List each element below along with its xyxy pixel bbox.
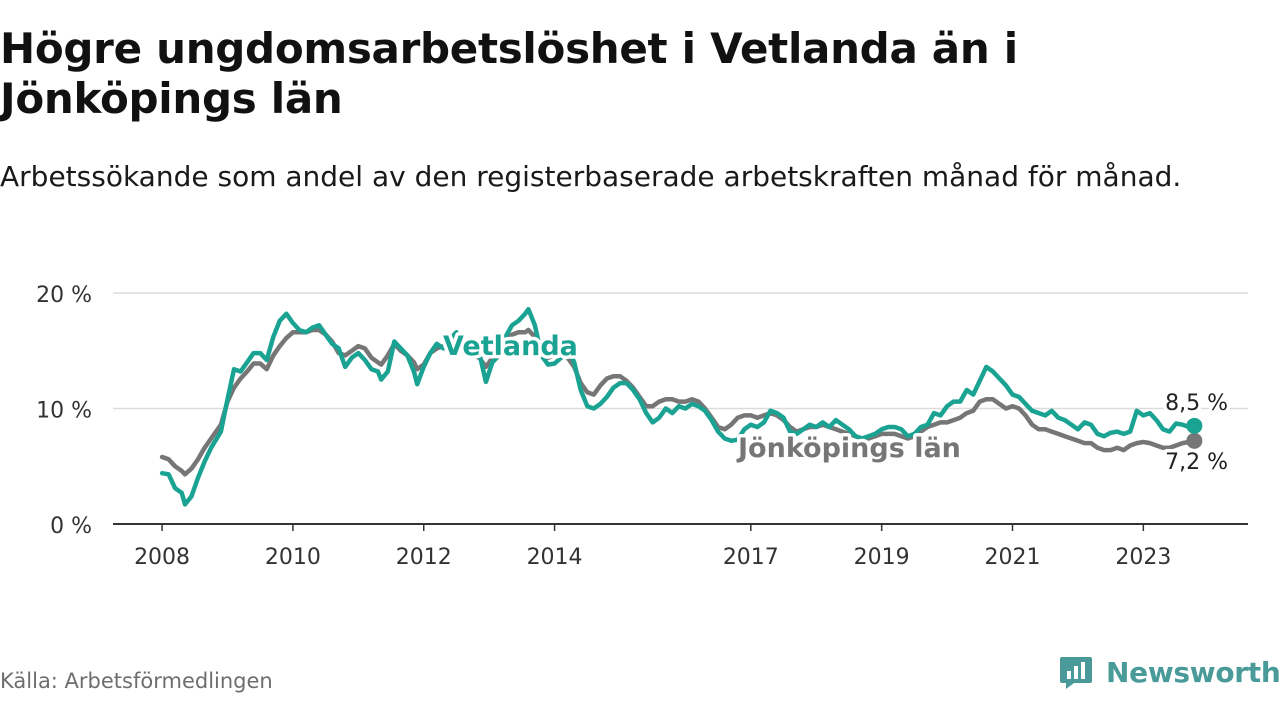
end-label-jonkopings-lan: 7,2 % [1165, 450, 1228, 475]
end-label-vetlanda-halo: 8,5 % [1165, 391, 1228, 416]
x-tick-label: 2008 [134, 545, 190, 570]
y-tick-label: 10 % [36, 399, 92, 424]
y-axis: 0 % 10 % 20 % [36, 283, 92, 539]
x-tick-label: 2012 [396, 545, 452, 570]
series-label-vetlanda-halo: Vetlanda [443, 331, 578, 362]
x-axis: 2008 2010 2012 2014 2017 2019 2021 2023 [113, 523, 1248, 570]
series-label-jonkopings-lan: Jönköpings län [736, 433, 961, 464]
series-label-vetlanda: Vetlanda [443, 331, 578, 362]
brand-name: Newsworthy [1106, 655, 1280, 689]
newsworthy-logo-icon [1060, 657, 1092, 689]
end-point-jonkopings-lan [1186, 432, 1203, 449]
series-line-jonkopings-lan [159, 327, 1197, 477]
x-tick-label: 2021 [984, 545, 1040, 570]
brand-logo[interactable]: Newsworthy [1058, 654, 1280, 690]
grid-lines [113, 292, 1248, 410]
end-label-jonkopings-lan-halo: 7,2 % [1165, 450, 1228, 475]
chart-subtitle: Arbetssökande som andel av den registerb… [0, 160, 1182, 193]
y-tick-label: 20 % [36, 283, 92, 308]
x-tick-label: 2010 [265, 545, 321, 570]
x-tick-label: 2019 [854, 545, 910, 570]
chart-title: Högre ungdomsarbetslöshet i Vetlanda än … [0, 24, 1018, 123]
x-tick-label: 2017 [723, 545, 779, 570]
y-tick-label: 0 % [50, 514, 92, 539]
x-tick-label: 2023 [1115, 545, 1171, 570]
series-line-vetlanda [159, 306, 1197, 507]
x-tick-label: 2014 [527, 545, 583, 570]
series-label-jonkopings-lan-halo: Jönköpings län [736, 433, 961, 464]
end-label-vetlanda: 8,5 % [1165, 391, 1228, 416]
source-note: Källa: Arbetsförmedlingen [0, 669, 273, 693]
series-lines [159, 306, 1203, 507]
end-point-vetlanda [1186, 417, 1203, 434]
